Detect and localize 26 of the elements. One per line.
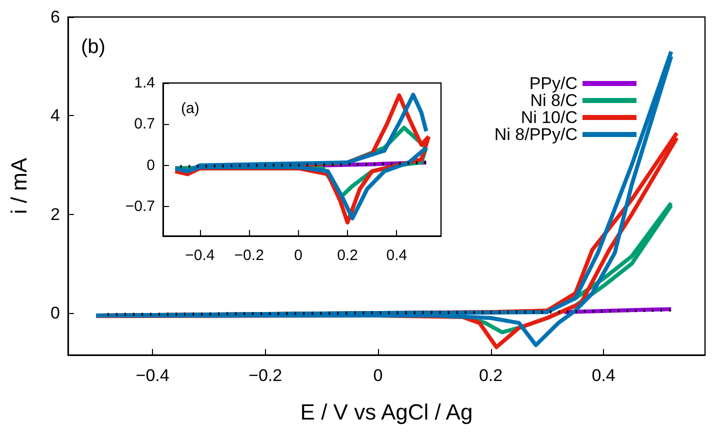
legend-label: Ni 10/C: [520, 108, 578, 127]
y-tick-label: 1.4: [134, 74, 155, 92]
x-tick-label: −0.2: [248, 366, 282, 385]
x-tick-label: 0.4: [592, 366, 616, 385]
legend-label: PPy/C: [529, 74, 578, 93]
x-axis-title: E / V vs AgCl / Ag: [300, 400, 473, 424]
legend-label: Ni 8/C: [530, 91, 578, 110]
y-tick-label: 0: [50, 304, 60, 323]
x-tick-label: 0.2: [478, 366, 503, 385]
legend-label: Ni 8/PPy/C: [494, 125, 578, 144]
x-tick-label: −0.4: [136, 366, 170, 385]
x-tick-label: −0.2: [234, 247, 264, 264]
y-tick-label: −0.7: [125, 198, 155, 216]
y-axis-title: i / mA: [6, 158, 32, 214]
annotation: (b): [81, 36, 106, 58]
x-tick-label: −0.4: [185, 247, 215, 264]
y-tick-label: 0.7: [134, 116, 155, 133]
y-tick-label: 2: [50, 204, 60, 224]
x-tick-label: 0.2: [337, 247, 358, 264]
annotation: (a): [181, 100, 200, 117]
x-tick-label: 0: [294, 247, 302, 264]
x-tick-label: 0.4: [386, 247, 408, 264]
y-tick-label: 6: [50, 8, 60, 26]
y-tick-label: 4: [50, 106, 60, 126]
y-tick-label: 0: [146, 156, 155, 174]
x-tick-label: 0: [373, 366, 383, 385]
